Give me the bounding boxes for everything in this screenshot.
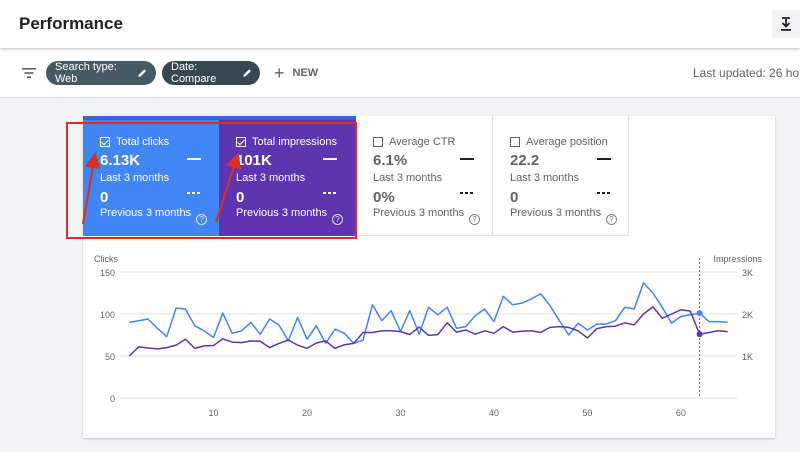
performance-chart[interactable]: 0 50 1K 100 2K 150 3K Clicks Impressions 10 20 30 40… — [83, 116, 775, 438]
x-tick-label: 30 — [395, 408, 405, 418]
metric-previous-period: Previous 3 months — [236, 207, 328, 219]
solid-line-legend-icon — [597, 158, 611, 160]
last-updated-text: Last updated: 26 hours ago — [693, 66, 800, 80]
x-tick-label: 20 — [302, 408, 312, 418]
checkbox-icon[interactable] — [100, 137, 110, 147]
filter-bar: Search type: Web Date: Compare + NEW Las… — [0, 48, 800, 98]
filter-list-icon[interactable] — [21, 65, 37, 81]
metric-current-value: 101K — [236, 152, 272, 169]
checkbox-icon[interactable] — [236, 137, 246, 147]
left-tick-label: 100 — [100, 310, 115, 320]
solid-line-legend-icon — [323, 158, 337, 160]
checkbox-icon[interactable] — [373, 137, 383, 147]
hover-point — [696, 310, 703, 317]
download-button[interactable] — [772, 10, 800, 38]
dashed-line-legend-icon — [460, 192, 474, 194]
metric-previous-period: Previous 3 months — [373, 207, 465, 219]
metric-previous-value: 0 — [236, 189, 245, 206]
help-icon[interactable]: ? — [469, 214, 480, 225]
metric-total-impressions[interactable]: Total impressions 101K Last 3 months 0 P… — [219, 116, 356, 236]
pencil-icon — [138, 69, 147, 77]
x-tick-label: 10 — [208, 408, 218, 418]
date-chip[interactable]: Date: Compare — [162, 61, 260, 85]
new-filter-label: NEW — [292, 67, 319, 79]
performance-card: Total clicks 6.13K Last 3 months 0 Previ… — [83, 116, 775, 438]
help-icon[interactable]: ? — [332, 214, 343, 225]
clicks-series-line — [129, 282, 728, 345]
checkbox-icon[interactable] — [510, 137, 520, 147]
right-tick-label: 1K — [742, 352, 753, 362]
metric-current-period: Last 3 months — [373, 172, 443, 184]
y-axis-right-title: Impressions — [713, 254, 762, 264]
impressions-series-line — [128, 306, 728, 357]
metric-label: Average CTR — [389, 136, 456, 148]
right-tick-label: 2K — [742, 310, 753, 320]
date-chip-label: Date: Compare — [171, 61, 217, 85]
solid-line-legend-icon — [460, 158, 474, 160]
x-tick-label: 40 — [489, 408, 499, 418]
search-type-chip[interactable]: Search type: Web — [46, 61, 156, 85]
metric-previous-period: Previous 3 months — [100, 207, 192, 219]
left-tick-label: 0 — [110, 394, 115, 404]
metric-label: Average position — [526, 136, 608, 148]
metric-current-period: Last 3 months — [510, 172, 580, 184]
plus-icon: + — [274, 63, 285, 83]
download-icon — [781, 17, 791, 31]
metric-previous-value: 0% — [373, 189, 395, 206]
page-title: Performance — [19, 14, 123, 33]
metric-label: Total clicks — [116, 136, 170, 148]
metric-total-clicks[interactable]: Total clicks 6.13K Last 3 months 0 Previ… — [83, 116, 219, 236]
app-header: Performance — [0, 0, 800, 48]
x-tick-label: 60 — [676, 408, 686, 418]
metric-current-value: 6.1% — [373, 152, 408, 169]
metric-previous-value: 0 — [100, 189, 109, 206]
right-tick-label: 3K — [742, 268, 753, 278]
hover-point — [696, 331, 703, 338]
pencil-icon — [242, 69, 251, 77]
x-tick-label: 50 — [582, 408, 592, 418]
metric-current-period: Last 3 months — [100, 172, 170, 184]
metric-average-ctr[interactable]: Average CTR 6.1% Last 3 months 0% Previo… — [356, 116, 493, 236]
left-tick-label: 50 — [105, 352, 115, 362]
metric-label: Total impressions — [252, 136, 337, 148]
search-type-chip-label: Search type: Web — [55, 61, 117, 85]
dashed-line-legend-icon — [597, 192, 611, 194]
help-icon[interactable]: ? — [606, 214, 617, 225]
metric-current-value: 6.13K — [100, 152, 141, 169]
metric-current-period: Last 3 months — [236, 172, 306, 184]
left-tick-label: 150 — [100, 268, 115, 278]
metric-previous-period: Previous 3 months — [510, 207, 602, 219]
metric-current-value: 22.2 — [510, 152, 540, 169]
new-filter-button[interactable]: + NEW — [274, 63, 319, 83]
metric-previous-value: 0 — [510, 189, 519, 206]
dashed-line-legend-icon — [323, 192, 337, 194]
help-icon[interactable]: ? — [196, 214, 207, 225]
y-axis-left-title: Clicks — [94, 254, 118, 264]
dashed-line-legend-icon — [187, 192, 201, 194]
metric-average-position[interactable]: Average position 22.2 Last 3 months 0 Pr… — [493, 116, 629, 236]
selected-metrics-strip — [83, 116, 356, 120]
solid-line-legend-icon — [187, 158, 201, 160]
